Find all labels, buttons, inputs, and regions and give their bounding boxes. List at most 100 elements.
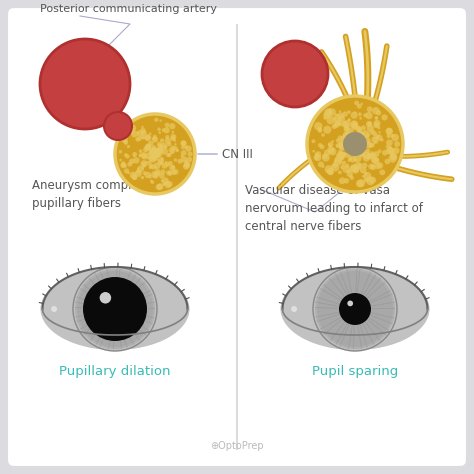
Circle shape	[350, 139, 359, 147]
Circle shape	[153, 173, 159, 179]
Circle shape	[357, 137, 365, 145]
Circle shape	[318, 127, 322, 132]
Circle shape	[169, 165, 175, 171]
Circle shape	[351, 141, 359, 149]
Circle shape	[168, 148, 173, 153]
Circle shape	[378, 131, 381, 134]
Circle shape	[156, 154, 161, 159]
Circle shape	[151, 152, 155, 156]
Circle shape	[315, 269, 395, 349]
Circle shape	[368, 153, 374, 159]
Circle shape	[347, 146, 354, 153]
Ellipse shape	[40, 268, 190, 350]
Circle shape	[339, 293, 371, 325]
Circle shape	[159, 162, 163, 165]
Circle shape	[153, 151, 160, 158]
Circle shape	[343, 144, 347, 148]
Circle shape	[143, 171, 147, 175]
Circle shape	[121, 163, 127, 168]
Circle shape	[162, 177, 169, 184]
Circle shape	[372, 131, 377, 136]
Circle shape	[171, 150, 175, 154]
Circle shape	[374, 116, 378, 120]
Circle shape	[128, 131, 132, 134]
Circle shape	[162, 163, 167, 169]
Circle shape	[362, 137, 371, 145]
Circle shape	[363, 152, 371, 159]
Circle shape	[328, 170, 333, 175]
Circle shape	[357, 129, 360, 132]
Circle shape	[362, 163, 367, 168]
Circle shape	[118, 150, 122, 154]
Circle shape	[338, 143, 346, 151]
Circle shape	[141, 130, 147, 136]
Circle shape	[186, 157, 192, 163]
Circle shape	[125, 154, 130, 159]
Circle shape	[141, 176, 144, 180]
Circle shape	[363, 155, 370, 162]
Circle shape	[75, 269, 155, 349]
Circle shape	[157, 144, 163, 149]
Circle shape	[151, 148, 157, 154]
Circle shape	[366, 121, 372, 127]
Circle shape	[329, 145, 331, 147]
Circle shape	[168, 171, 173, 176]
Circle shape	[360, 152, 365, 156]
Circle shape	[366, 177, 371, 182]
Circle shape	[337, 136, 343, 141]
Circle shape	[130, 172, 137, 179]
Circle shape	[332, 163, 337, 168]
Circle shape	[347, 110, 351, 114]
Circle shape	[164, 145, 168, 149]
Circle shape	[153, 155, 155, 158]
Circle shape	[347, 169, 351, 173]
Circle shape	[159, 157, 164, 163]
Circle shape	[347, 139, 353, 145]
Circle shape	[159, 173, 165, 179]
Text: Pupil sparing: Pupil sparing	[312, 365, 398, 378]
Circle shape	[184, 162, 191, 168]
Circle shape	[312, 150, 315, 153]
Circle shape	[137, 136, 142, 141]
Circle shape	[342, 165, 350, 173]
Circle shape	[169, 123, 175, 129]
Circle shape	[353, 167, 359, 173]
Circle shape	[358, 112, 362, 116]
Circle shape	[344, 152, 346, 155]
Circle shape	[345, 132, 350, 137]
Circle shape	[145, 144, 151, 150]
Circle shape	[353, 154, 362, 162]
Circle shape	[164, 161, 167, 164]
Circle shape	[331, 163, 339, 172]
Circle shape	[124, 168, 129, 173]
Circle shape	[159, 144, 164, 148]
Circle shape	[151, 164, 156, 170]
Circle shape	[183, 163, 190, 170]
Circle shape	[307, 96, 403, 192]
Circle shape	[181, 150, 187, 156]
Circle shape	[343, 132, 350, 139]
Circle shape	[152, 150, 157, 155]
Ellipse shape	[281, 268, 429, 350]
Circle shape	[351, 142, 355, 146]
Circle shape	[337, 151, 346, 160]
Circle shape	[390, 154, 396, 159]
Circle shape	[353, 121, 357, 125]
Circle shape	[157, 142, 162, 146]
Circle shape	[338, 159, 341, 162]
Circle shape	[188, 152, 192, 156]
Circle shape	[339, 110, 341, 113]
Circle shape	[154, 163, 160, 169]
Circle shape	[345, 164, 349, 167]
Circle shape	[348, 143, 355, 149]
Circle shape	[357, 104, 362, 109]
Circle shape	[371, 151, 374, 154]
Circle shape	[351, 134, 356, 139]
Circle shape	[374, 140, 378, 144]
Text: Posterior communicating artery: Posterior communicating artery	[40, 4, 217, 14]
Circle shape	[334, 161, 337, 163]
Circle shape	[348, 146, 351, 149]
Circle shape	[184, 146, 188, 149]
Circle shape	[356, 144, 360, 148]
Circle shape	[120, 163, 125, 168]
